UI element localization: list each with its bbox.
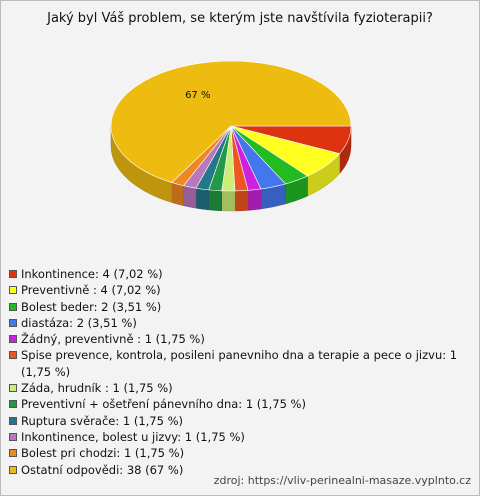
legend-label: diastáza: 2 (3,51 %): [21, 315, 137, 330]
legend-swatch: [9, 335, 17, 344]
source: zdroj: https://vliv-perinealni-masaze.vy…: [213, 474, 471, 487]
legend-label: Žádný, preventivně : 1 (1,75 %): [21, 332, 205, 347]
legend-item: Bolest beder: 2 (3,51 %): [9, 299, 474, 315]
legend-item: Preventivně : 4 (7,02 %): [9, 282, 474, 298]
pie: 67 %: [110, 60, 352, 212]
slice-side: [208, 189, 222, 212]
legend-swatch: [9, 286, 17, 295]
legend-swatch: [9, 318, 17, 327]
legend-label: Záda, hrudník : 1 (1,75 %): [21, 381, 173, 396]
legend-label: Bolest pri chodzi: 1 (1,75 %): [21, 446, 185, 461]
legend-label: Bolest beder: 2 (3,51 %): [21, 299, 162, 314]
slice-side: [221, 190, 236, 212]
legend-swatch: [9, 302, 17, 311]
legend-swatch: [9, 400, 17, 409]
legend-item: diastáza: 2 (3,51 %): [9, 315, 474, 331]
legend-item: Inkontinence, bolest u jizvy: 1 (1,75 %): [9, 429, 474, 445]
legend-item: Záda, hrudník : 1 (1,75 %): [9, 380, 474, 396]
chart-title: Jaký byl Váš problem, se kterým jste nav…: [47, 11, 433, 26]
legend-label: Ruptura svěrače: 1 (1,75 %): [21, 413, 183, 428]
slice: [110, 60, 352, 183]
slice-side: [247, 188, 262, 211]
slice-side: [183, 185, 197, 209]
legend-label: Preventivně : 4 (7,02 %): [21, 283, 161, 298]
data-label: 67 %: [185, 90, 210, 101]
legend-item: Inkontinence: 4 (7,02 %): [9, 266, 474, 282]
legend-label: Spise prevence, kontrola, posileni panev…: [21, 348, 458, 379]
legend-item: Bolest pri chodzi: 1 (1,75 %): [9, 445, 474, 461]
legend-swatch: [9, 465, 17, 474]
legend-label: Inkontinence: 4 (7,02 %): [21, 267, 163, 281]
legend-item: Žádný, preventivně : 1 (1,75 %): [9, 331, 474, 347]
legend-item: Spise prevence, kontrola, posileni panev…: [9, 347, 474, 380]
slice-side: [171, 182, 184, 207]
legend-swatch: [9, 270, 17, 278]
legend-swatch: [9, 432, 17, 441]
legend-swatch: [9, 449, 17, 458]
legend-item: Ostatní odpovědi: 38 (67 %): [9, 462, 474, 478]
legend-label: Inkontinence, bolest u jizvy: 1 (1,75 %): [21, 429, 245, 444]
legend-swatch: [9, 416, 17, 425]
slice-side: [195, 187, 209, 211]
legend: Inkontinence: 4 (7,02 %) Preventivně : 4 …: [9, 266, 474, 478]
legend-swatch: [9, 384, 17, 393]
legend-item: Preventivní + ošetření pánevního dna: 1 …: [9, 396, 474, 412]
slice-side: [234, 190, 249, 212]
legend-swatch: [9, 351, 17, 360]
legend-label: Ostatní odpovědi: 38 (67 %): [21, 462, 184, 477]
legend-label: Preventivní + ošetření pánevního dna: 1 …: [21, 397, 306, 412]
legend-item: Ruptura svěrače: 1 (1,75 %): [9, 413, 474, 429]
